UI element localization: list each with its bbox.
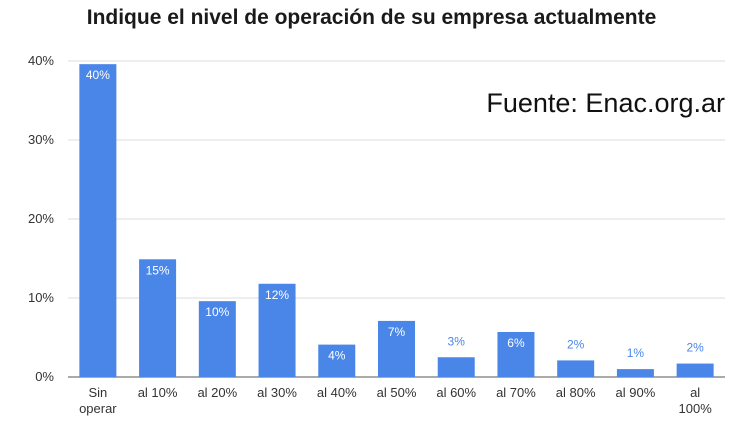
x-tick-label: al 60% [436,385,476,400]
x-tick-label: al 40% [317,385,357,400]
data-label: 7% [388,325,406,339]
bar [318,344,356,377]
y-tick-label: 20% [28,211,54,226]
bar [437,357,475,377]
bar [676,363,714,377]
bar [616,369,654,377]
bar [557,360,595,377]
bar [198,301,236,377]
y-tick-label: 30% [28,132,54,147]
x-tick-label: al 70% [496,385,536,400]
data-label: 12% [265,288,289,302]
x-tick-label: al 20% [197,385,237,400]
data-label: 3% [448,334,466,348]
y-tick-label: 10% [28,290,54,305]
data-label: 6% [507,336,525,350]
x-tick-label: al 90% [616,385,656,400]
x-axis-ticks: Sin operar al 10% al 20% al 30% al 40% al 50% a… [79,385,712,416]
chart-title: Indique el nivel de operación de su empr… [86,6,657,29]
data-label: 4% [328,349,346,363]
x-tick-label: al 50% [377,385,417,400]
data-label: 1% [627,346,645,360]
y-tick-label: 40% [28,53,54,68]
data-label: 40% [86,68,110,82]
x-tick-label: Sin operar [79,385,117,416]
y-tick-label: 0% [35,369,54,384]
bar [139,259,177,377]
bar [79,64,117,377]
data-label: 10% [205,305,229,319]
source-annotation: Fuente: Enac.org.ar [486,88,725,118]
y-axis-ticks: 0% 10% 20% 30% 40% [28,53,54,384]
data-label: 2% [686,341,704,355]
bar [497,331,535,377]
x-tick-label: al 30% [257,385,297,400]
x-tick-label: al 80% [556,385,596,400]
bar [258,283,296,377]
bars [79,64,714,377]
data-label: 2% [567,337,585,351]
bar [378,320,415,377]
data-labels: 40% 15% 10% 12% 4% 7% 3% 6% 2% 1% 2% [86,68,704,362]
data-label: 15% [146,263,170,277]
x-tick-label: al 10% [138,385,178,400]
x-tick-label: al 100% [679,385,713,416]
